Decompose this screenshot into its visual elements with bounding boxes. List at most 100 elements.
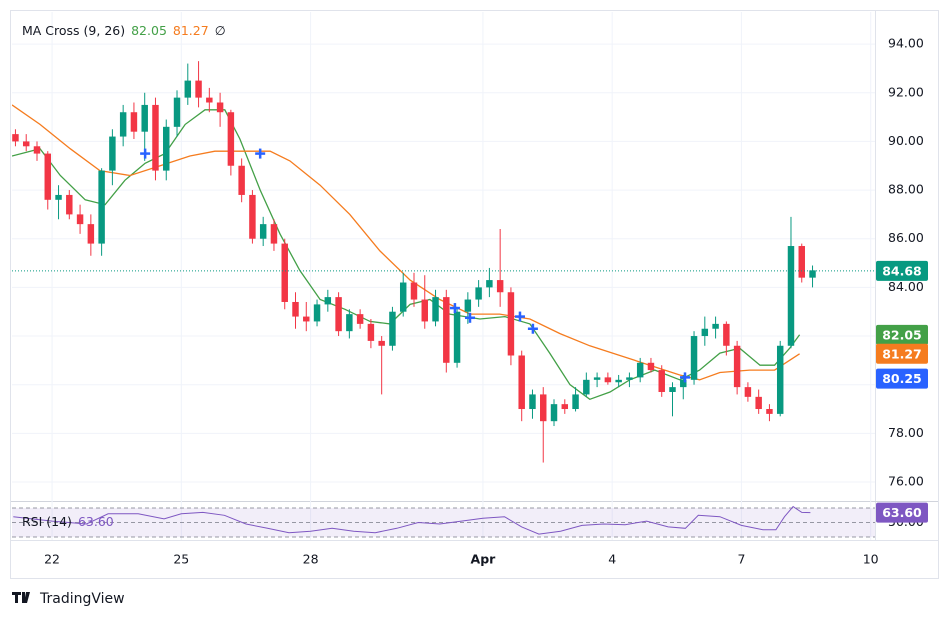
candle-body: [378, 340, 385, 346]
y-tick-label: 90.00: [888, 133, 924, 148]
candle-body: [281, 243, 288, 302]
cross-marker: [140, 148, 151, 159]
candle-body: [259, 224, 267, 239]
candle-body: [421, 299, 428, 322]
candle-body: [507, 292, 515, 356]
candle-body: [636, 362, 644, 378]
candle-body: [184, 80, 192, 98]
x-tick-label: 7: [737, 552, 745, 567]
cross-marker: [679, 372, 690, 383]
candle-body: [55, 194, 62, 200]
candle-body: [119, 112, 127, 137]
candle-body: [443, 297, 450, 363]
rsi-title: RSI (14): [22, 514, 72, 529]
candle-body: [410, 282, 418, 300]
candle-body: [593, 377, 601, 380]
candle-body: [626, 377, 633, 380]
candle-body: [270, 224, 278, 244]
candle-body: [216, 102, 224, 113]
candle-body: [356, 314, 364, 324]
price-tag-label: 80.25: [882, 371, 922, 386]
candle-body: [335, 297, 342, 332]
price-tag-label: 84.68: [882, 263, 922, 278]
candle-body: [787, 246, 795, 346]
candle-body: [776, 345, 784, 414]
rsi-line: [13, 505, 811, 535]
rsi-legend: RSI (14) 63.60: [22, 514, 114, 529]
candle-body: [766, 409, 773, 414]
x-tick-label: 28: [303, 552, 319, 567]
cross-marker: [255, 148, 266, 159]
price-tag-bg: [876, 260, 928, 281]
rsi-pane: [12, 505, 875, 538]
price-tag: 81.27: [876, 343, 928, 364]
candle-body: [540, 394, 547, 422]
candle-body: [680, 379, 687, 388]
cross-marker: [464, 312, 475, 323]
candle-body: [152, 104, 159, 171]
legend: MA Cross (9, 26) 82.05 81.27 ∅: [22, 23, 226, 38]
cross-marker: [527, 323, 538, 334]
candle-body: [399, 282, 407, 312]
candle-body: [755, 396, 762, 410]
branding: TradingView: [12, 591, 125, 607]
frame: [10, 10, 939, 579]
candle-body: [130, 112, 138, 132]
candle-body: [550, 404, 558, 422]
price-tag-bg: [876, 368, 928, 389]
candle-body: [809, 270, 816, 278]
candle-body: [572, 394, 579, 410]
x-tick-label: 10: [863, 552, 879, 567]
candle-body: [432, 297, 439, 322]
candle-body: [163, 126, 170, 171]
candle-body: [464, 299, 472, 312]
overlay-layer: 84.68 82.05 81.27 80.25 63.60 MA Cross (9, 26…: [22, 23, 928, 529]
y-tick-label: 76.00: [888, 473, 924, 488]
logo-icon: [12, 592, 30, 603]
candle-body: [76, 214, 84, 225]
price-tag: 84.68: [876, 260, 928, 281]
candle-body: [324, 297, 332, 305]
candle-body: [12, 134, 19, 142]
price-tag: 80.25: [876, 368, 928, 389]
candle-body: [658, 370, 665, 392]
candle-body: [389, 311, 396, 346]
y-tick-label: 84.00: [888, 279, 924, 294]
candle-body: [486, 280, 493, 288]
price-tag-bg: [876, 502, 928, 523]
price-tag-bg: [876, 343, 928, 364]
candle-body: [712, 323, 719, 329]
candle-body: [518, 355, 525, 410]
plot-layer: 76.0078.0080.0082.0084.0086.0088.0090.00…: [12, 12, 924, 567]
candle-body: [227, 112, 235, 166]
legend-symbol: ∅: [215, 23, 226, 38]
candle-body: [561, 404, 569, 410]
x-tick-label: 25: [173, 552, 189, 567]
candle-body: [141, 104, 148, 132]
candle-body: [238, 165, 245, 195]
candle-body: [723, 323, 730, 346]
candle-body: [733, 345, 741, 388]
candle-body: [303, 316, 310, 322]
candle-body: [206, 97, 213, 103]
candle-body: [798, 246, 805, 278]
cross-marker: [514, 311, 525, 322]
candle-body: [22, 141, 30, 147]
cross-marker: [449, 303, 460, 314]
candle-body: [109, 136, 116, 171]
candle-body: [346, 314, 353, 332]
legend-value: 82.05: [131, 23, 167, 38]
x-tick-label: Apr: [471, 552, 497, 567]
ma-line: [12, 109, 801, 401]
price-tag-label: 82.05: [882, 327, 922, 342]
candle-body: [615, 379, 622, 383]
x-tick-label: 4: [608, 552, 616, 567]
candle-body: [44, 153, 51, 200]
candle-body: [249, 194, 256, 239]
y-tick-label: 92.00: [888, 84, 924, 99]
price-tag-label: 81.27: [882, 346, 922, 361]
price-tag-bg: [876, 324, 928, 345]
candle-body: [647, 362, 655, 371]
candle-body: [292, 301, 299, 317]
